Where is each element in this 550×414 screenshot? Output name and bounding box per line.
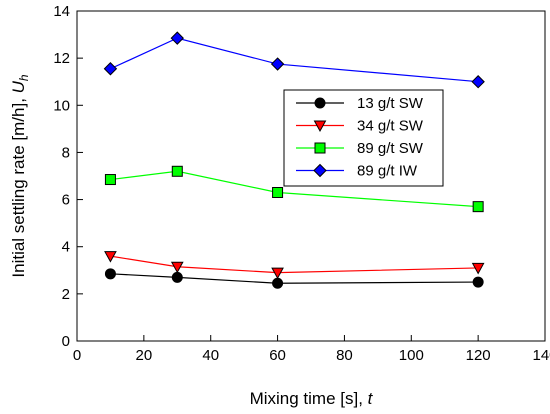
- legend: 13 g/t SW 34 g/t SW 89 g/t SW 89 g/t IW: [283, 89, 444, 187]
- y-tick-label: 8: [62, 144, 70, 161]
- x-axis-ticks: 0 20 40 60 80 100 120 140: [73, 335, 550, 364]
- legend-item: 89 g/t IW: [296, 163, 418, 180]
- legend-item: 34 g/t SW: [296, 118, 424, 135]
- data-point: [471, 262, 485, 275]
- x-tick-label: 120: [466, 347, 491, 364]
- y-axis-label: Initial settling rate [m/h], Uh: [9, 74, 31, 278]
- y-tick-label: 2: [62, 286, 70, 303]
- series-2: [104, 251, 485, 280]
- y-tick-label: 0: [62, 333, 70, 350]
- x-tick-label: 80: [336, 347, 353, 364]
- legend-marker: [313, 120, 327, 133]
- y-tick-label: 12: [53, 50, 70, 67]
- series-line: [110, 37, 479, 83]
- y-tick-label: 10: [53, 97, 70, 114]
- legend-label: 13 g/t SW: [357, 95, 424, 112]
- data-point: [171, 271, 183, 283]
- series-3: [104, 165, 484, 213]
- legend-label: 89 g/t SW: [357, 140, 424, 157]
- x-tick-label: 40: [202, 347, 219, 364]
- data-point: [171, 165, 183, 177]
- x-tick-label: 0: [73, 347, 81, 364]
- y-tick-label: 4: [62, 239, 70, 256]
- x-tick-label: 20: [136, 347, 153, 364]
- legend-marker: [314, 97, 326, 109]
- axes: [76, 10, 546, 342]
- legend-marker: [314, 142, 326, 154]
- series-line: [110, 255, 479, 274]
- data-point: [170, 31, 184, 45]
- legend-item: 89 g/t SW: [296, 140, 424, 157]
- series-1: [104, 268, 484, 289]
- series-layer: [103, 31, 485, 289]
- legend-label: 89 g/t IW: [357, 163, 418, 180]
- legend-item: 13 g/t SW: [296, 95, 424, 112]
- legend-label: 34 g/t SW: [357, 118, 424, 135]
- data-point: [471, 75, 485, 89]
- series-line: [110, 170, 479, 208]
- series-4: [103, 31, 485, 89]
- data-point: [270, 57, 285, 71]
- data-point: [472, 201, 484, 213]
- legend-marker: [313, 163, 327, 178]
- y-axis-ticks: 0 2 4 6 8 10 12 14: [53, 3, 83, 350]
- x-tick-label: 140: [532, 347, 550, 364]
- series-line: [110, 273, 479, 284]
- data-point: [104, 174, 116, 186]
- data-point: [472, 276, 484, 288]
- data-point: [103, 62, 118, 76]
- x-tick-label: 60: [269, 347, 286, 364]
- data-point: [272, 187, 284, 198]
- data-point: [104, 268, 116, 280]
- y-tick-label: 6: [62, 192, 70, 209]
- plot-frame: [76, 10, 546, 342]
- x-axis-label: Mixing time [s], t: [250, 389, 374, 408]
- data-point: [272, 277, 284, 289]
- data-point: [271, 267, 284, 280]
- data-point: [170, 261, 184, 274]
- data-point: [104, 251, 117, 263]
- y-tick-label: 14: [53, 3, 70, 20]
- x-tick-label: 100: [399, 347, 424, 364]
